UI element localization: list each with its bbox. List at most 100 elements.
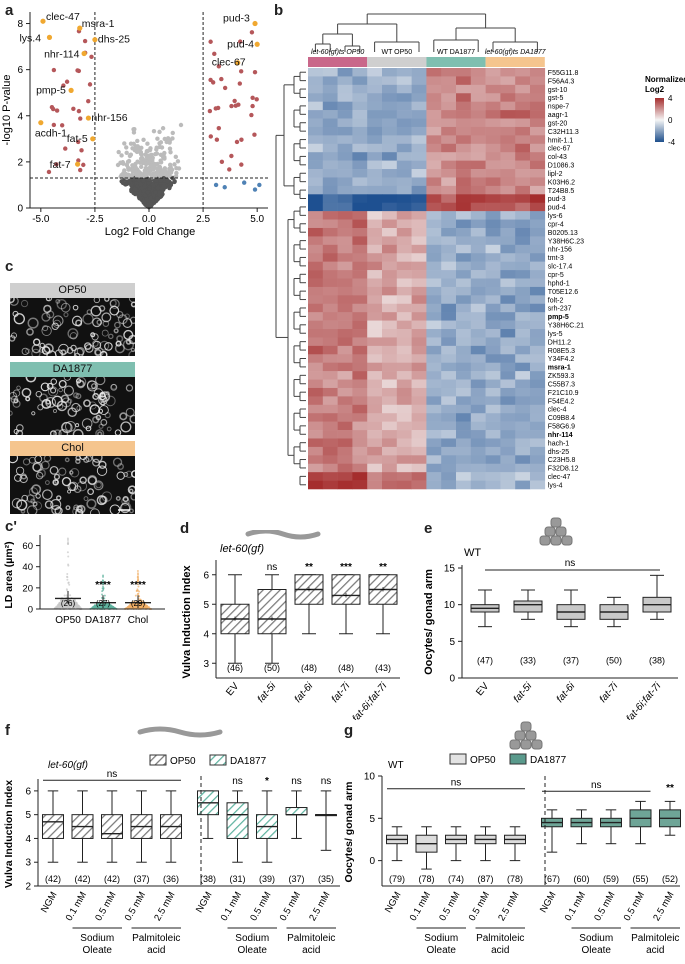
panel-f-y-tick: 2 [25, 882, 31, 893]
heatmap-cell [500, 472, 516, 481]
heatmap-cell [352, 312, 368, 321]
volcano-significant-point [208, 39, 213, 44]
ld-data-point [136, 572, 139, 575]
panel-f-significance: ns [107, 769, 118, 780]
heatmap-cell [441, 278, 457, 288]
heatmap-cell [426, 202, 442, 212]
heatmap-gene-label: gst-10 [548, 87, 568, 94]
lipid-droplet [60, 302, 71, 313]
heatmap-gene-label: cpr-4 [548, 221, 564, 228]
heatmap-cell [382, 379, 398, 389]
heatmap-cell [426, 160, 442, 170]
heatmap-cell [322, 362, 338, 372]
oocyte-cells-icon [520, 739, 532, 750]
heatmap-cell [411, 337, 427, 347]
heatmap-cell [530, 152, 546, 161]
heatmap-cell [441, 438, 457, 448]
heatmap-cell [382, 404, 398, 414]
heatmap-cell [530, 253, 546, 262]
heatmap-cell [367, 101, 383, 111]
heatmap-cell [322, 312, 338, 321]
heatmap-cell [396, 396, 412, 406]
heatmap-cell [515, 261, 531, 271]
heatmap-cell [352, 446, 368, 456]
micrograph-label-op50: OP50 [10, 283, 135, 298]
heatmap-cell [500, 480, 516, 490]
lipid-droplet [125, 384, 134, 392]
volcano-point [154, 177, 159, 183]
heatmap-cell [337, 68, 353, 77]
heatmap-gene-label: T24B8.5 [548, 188, 575, 195]
volcano-point [155, 136, 160, 141]
volcano-point [161, 176, 166, 181]
lipid-droplet [104, 298, 110, 302]
lipid-droplet [54, 506, 63, 514]
lipid-droplet [52, 319, 62, 328]
vulva-induction-rnai-chart: let-60(gf) +(46)EV+ns(50)fat-5i+**(48)fa… [181, 530, 400, 720]
heatmap-cell [530, 421, 546, 431]
heatmap-cell [456, 354, 472, 363]
volcano-point [155, 196, 160, 202]
panel-e-category: fat-7i [598, 680, 621, 705]
heatmap-cell [367, 253, 383, 262]
ld-data-point [138, 604, 141, 607]
lipid-droplet [72, 428, 84, 435]
lipid-droplet [121, 497, 130, 506]
lipid-droplet [19, 474, 28, 484]
heatmap-cell [470, 320, 486, 330]
heatmap-cell [470, 126, 486, 136]
heatmap-cell [485, 76, 501, 86]
heatmap-legend-tick: 0 [668, 116, 673, 125]
lipid-droplet [96, 495, 107, 506]
heatmap-figure: let-60(gf)ts OP50 WT OP50 WT DA1877 let-60(… [275, 13, 685, 490]
heatmap-gene-label: B0205.13 [548, 230, 578, 237]
panel-f-significance: ns [232, 776, 243, 787]
heatmap-cell [485, 345, 501, 355]
panel-f-group-label: Sodium [80, 933, 114, 944]
volcano-point [173, 174, 179, 179]
lipid-droplet [86, 498, 97, 510]
panel-g-n-label: (60) [573, 874, 589, 884]
volcano-point [139, 145, 144, 151]
heatmap-cell [367, 110, 383, 119]
volcano-labeled-point [38, 120, 44, 126]
panel-d-n-label: (50) [264, 663, 280, 673]
panel-f-box [101, 814, 123, 839]
heatmap-gene-label: F54E4.2 [548, 398, 575, 405]
heatmap-cell [426, 413, 442, 422]
panel-g-category: 0.5 mM [592, 890, 617, 923]
volcano-significant-point [76, 158, 81, 163]
legend-label-da1877: DA1877 [530, 755, 567, 766]
heatmap-cell [515, 463, 531, 473]
heatmap-cell [308, 438, 324, 448]
heatmap-cell [530, 169, 546, 178]
heatmap-cell [485, 430, 501, 439]
heatmap-cell [470, 286, 486, 296]
heatmap-cell [500, 387, 516, 397]
lipid-droplet [35, 390, 42, 398]
heatmap-cell [322, 68, 338, 77]
volcano-point [148, 172, 154, 177]
lipid-droplet [110, 383, 118, 391]
lipid-droplet [12, 389, 21, 397]
volcano-point [127, 179, 132, 184]
volcano-point [161, 184, 167, 189]
heatmap-cell [411, 312, 427, 321]
heatmap-cell [367, 345, 383, 355]
panel-g-category: NGM [383, 890, 404, 915]
volcano-point [162, 136, 167, 142]
heatmap-cell [485, 303, 501, 313]
heatmap-cell [470, 295, 486, 305]
heatmap-cell [411, 118, 427, 128]
heatmap-cell [500, 295, 516, 305]
heatmap-cell [456, 93, 472, 102]
heatmap-cell [322, 354, 338, 363]
heatmap-cell [530, 68, 546, 77]
heatmap-gene-label: clec-47 [548, 474, 571, 481]
lipid-droplet [46, 310, 55, 319]
heatmap-cell [515, 194, 531, 204]
volcano-labeled-point [68, 87, 74, 93]
panel-d-category: EV [224, 681, 241, 699]
micrograph-op50 [10, 298, 135, 356]
